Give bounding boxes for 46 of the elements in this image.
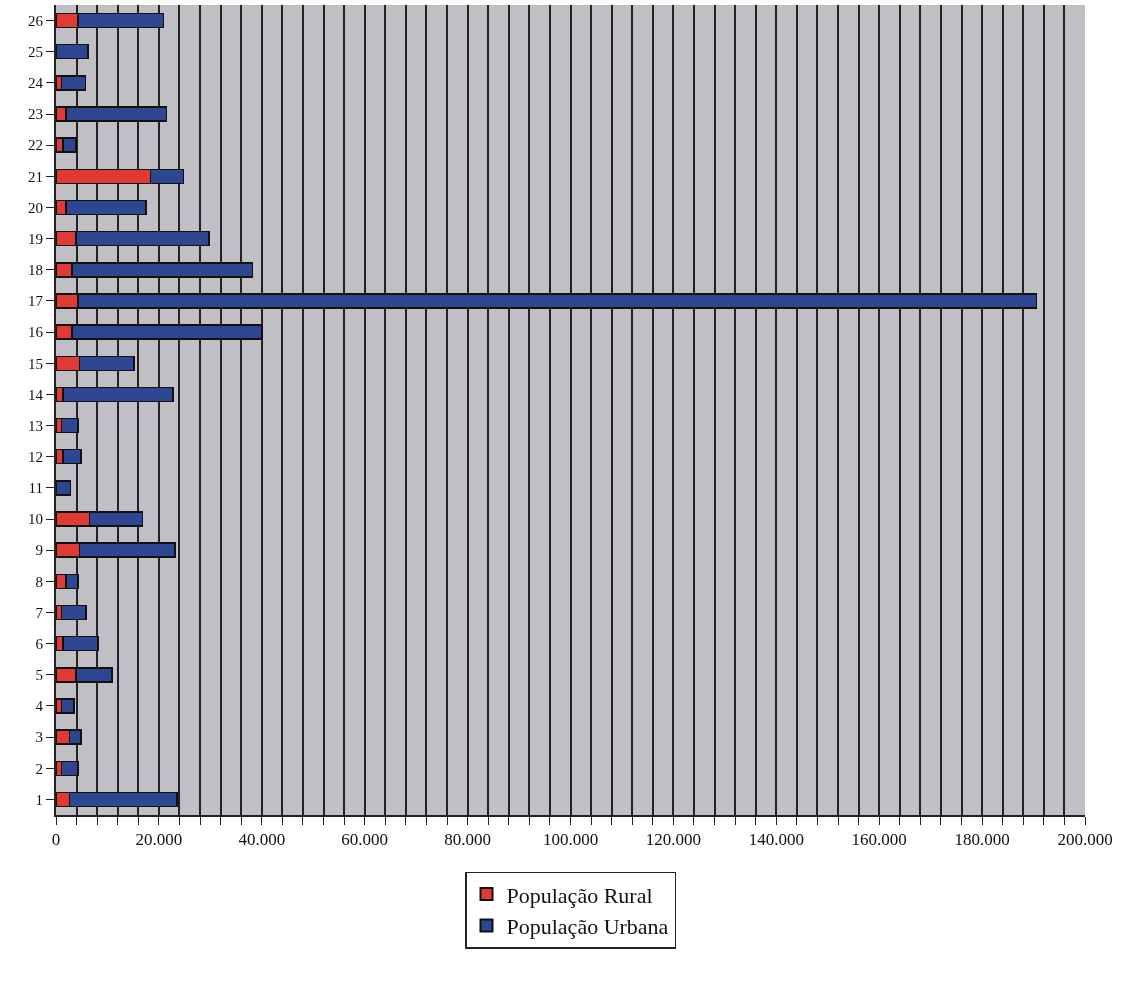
bar (60, 604, 87, 621)
y-tick-label: 18 (28, 262, 43, 279)
x-tick-label: 180.000 (954, 830, 1010, 850)
y-tick-label: 3 (35, 729, 43, 746)
x-tick-label: 100.000 (542, 830, 599, 850)
y-tick-label: 21 (28, 168, 43, 185)
y-tick-label: 12 (28, 448, 43, 465)
y-tick-label: 26 (28, 12, 44, 29)
y-tick-label: 23 (28, 106, 43, 123)
y-tick-label: 17 (28, 293, 44, 310)
bar (60, 75, 87, 91)
y-tick-label: 10 (28, 511, 43, 528)
legend-label: População Urbana (506, 914, 669, 940)
y-tick-label: 6 (35, 635, 44, 652)
x-tick-label: 80.000 (444, 830, 491, 850)
x-tick-label: 120.000 (645, 830, 702, 850)
y-tick-label: 19 (28, 230, 43, 247)
x-tick-label: 160.000 (851, 830, 907, 850)
y-tick-label: 16 (28, 324, 44, 341)
y-tick-label: 8 (35, 573, 43, 590)
y-tick-label: 25 (28, 43, 43, 60)
bar (56, 480, 72, 496)
bar (60, 760, 79, 777)
x-tick-label: 140.000 (748, 830, 804, 850)
x-tick-label: 20.000 (135, 830, 183, 850)
y-tick-label: 7 (35, 604, 44, 621)
x-tick-label: 0 (51, 830, 61, 850)
legend-label: População Rural (506, 882, 653, 908)
x-tick-label: 40.000 (238, 830, 286, 850)
y-tick-label: 15 (28, 355, 43, 372)
bar (60, 417, 79, 434)
bar (56, 43, 89, 60)
x-tick-label: 60.000 (341, 830, 389, 850)
y-tick-label: 13 (28, 417, 43, 434)
y-tick-label: 4 (35, 698, 44, 715)
y-tick-label: 5 (35, 667, 43, 684)
y-tick-label: 22 (28, 137, 43, 154)
y-tick-label: 9 (35, 542, 43, 559)
y-tick-label: 2 (35, 760, 43, 777)
y-tick-label: 1 (35, 791, 43, 808)
x-tick-label: 200.000 (1057, 830, 1113, 850)
y-tick-label: 20 (28, 199, 43, 216)
bar (60, 698, 75, 714)
y-tick-label: 14 (28, 386, 44, 403)
y-tick-label: 24 (28, 75, 44, 92)
y-tick-label: 11 (28, 480, 43, 497)
